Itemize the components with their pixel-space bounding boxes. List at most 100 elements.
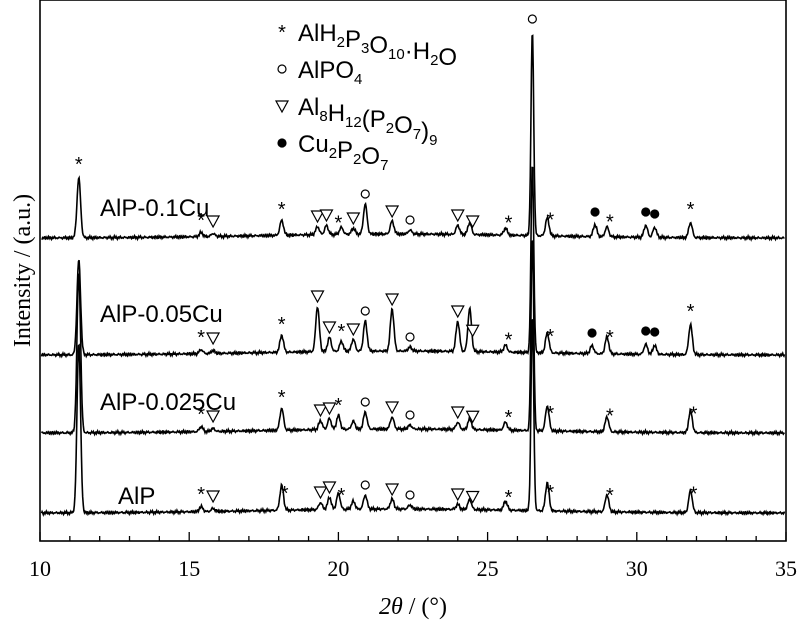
series-label: AlP-0.025Cu — [100, 389, 236, 416]
triangle-marker — [450, 406, 465, 420]
trace-alp — [40, 319, 786, 517]
asterisk-marker: * — [546, 326, 554, 348]
asterisk-marker: * — [606, 405, 614, 427]
asterisk-marker: * — [546, 482, 554, 504]
triangle-marker — [206, 332, 221, 346]
triangle-marker — [206, 490, 221, 504]
asterisk-marker: * — [546, 403, 554, 425]
triangle-marker — [322, 402, 337, 416]
asterisk-marker: * — [606, 485, 614, 507]
asterisk-marker: * — [687, 301, 695, 323]
filled-circle-marker — [590, 207, 600, 217]
asterisk-marker: * — [197, 404, 205, 426]
asterisk-marker: * — [278, 199, 286, 221]
triangle-marker — [465, 490, 480, 504]
legend-symbol-filled-circle — [277, 138, 287, 148]
triangle-marker — [206, 215, 221, 229]
plot-frame — [39, 0, 787, 542]
asterisk-marker: * — [335, 212, 343, 234]
asterisk-marker: * — [281, 483, 289, 505]
filled-circle-marker — [587, 328, 597, 338]
open-circle-marker — [360, 306, 370, 316]
series-traces — [40, 34, 786, 517]
asterisk-marker: * — [278, 314, 286, 336]
phase-markers: * * * * * * * * * * * * * * * * * * * * * * * * * * * * * — [75, 14, 698, 509]
legend-label: AlPO4 — [298, 57, 362, 88]
series-label: AlP-0.05Cu — [100, 301, 223, 328]
x-tick-label: 35 — [775, 556, 797, 581]
asterisk-marker: * — [337, 485, 345, 507]
triangle-marker — [465, 324, 480, 338]
asterisk-marker: * — [337, 321, 345, 343]
triangle-marker — [310, 290, 325, 304]
filled-circle-marker — [641, 207, 651, 217]
asterisk-marker: * — [505, 487, 513, 509]
triangle-marker — [465, 410, 480, 424]
triangle-marker — [206, 410, 221, 424]
asterisk-marker: * — [606, 212, 614, 234]
triangle-marker — [450, 488, 465, 502]
asterisk-marker: * — [75, 154, 83, 176]
asterisk-marker: * — [505, 212, 513, 234]
legend-label: AlH2P3O10·H2O — [298, 20, 457, 71]
asterisk-marker: * — [690, 404, 698, 426]
filled-circle-marker — [641, 326, 651, 336]
triangle-marker — [385, 483, 400, 497]
asterisk-marker: * — [505, 407, 513, 429]
x-tick-label: 20 — [327, 556, 349, 581]
open-circle-marker — [527, 14, 537, 24]
asterisk-marker: * — [197, 327, 205, 349]
triangle-marker — [450, 209, 465, 223]
triangle-marker — [385, 401, 400, 415]
triangle-marker — [322, 321, 337, 335]
x-tick-label: 15 — [178, 556, 200, 581]
trace-alp-0-1cu — [41, 34, 785, 242]
filled-circle-marker — [650, 209, 660, 219]
trace-alp-0-05cu — [40, 166, 786, 359]
legend-symbol-asterisk: * — [278, 22, 286, 44]
trace-alp-0-025cu — [40, 240, 786, 437]
triangle-marker — [346, 212, 361, 226]
triangle-marker — [385, 205, 400, 219]
series-label: AlP — [118, 483, 155, 510]
triangle-marker — [319, 209, 334, 223]
asterisk-marker: * — [546, 210, 554, 232]
filled-circle-marker — [650, 327, 660, 337]
asterisk-marker: * — [690, 484, 698, 506]
triangle-marker — [310, 210, 325, 224]
series-labels: AlP-0.1Cu AlP-0.05Cu AlP-0.025Cu AlP — [100, 195, 236, 510]
triangle-marker — [385, 293, 400, 307]
open-circle-marker — [405, 332, 415, 342]
legend-label: Al8H12(P2O7)9 — [298, 94, 437, 149]
open-circle-marker — [405, 410, 415, 420]
axes: 10 15 20 25 30 35 2θ / (°) Intensity / (a.u.) — [10, 0, 797, 620]
y-axis-title: Intensity / (a.u.) — [10, 194, 36, 347]
series-label: AlP-0.1Cu — [100, 195, 209, 222]
asterisk-marker: * — [606, 327, 614, 349]
asterisk-marker: * — [278, 387, 286, 409]
triangle-marker — [450, 305, 465, 319]
legend-label: Cu2P2O7 — [298, 131, 388, 174]
legend-symbol-open-circle — [277, 64, 287, 74]
x-tick-label: 30 — [626, 556, 648, 581]
open-circle-marker — [405, 215, 415, 225]
asterisk-marker: * — [505, 329, 513, 351]
triangle-marker — [322, 481, 337, 495]
triangle-marker — [313, 404, 328, 418]
asterisk-marker: * — [687, 199, 695, 221]
triangle-marker — [313, 486, 328, 500]
open-circle-marker — [360, 189, 370, 199]
asterisk-marker: * — [197, 210, 205, 232]
open-circle-marker — [360, 480, 370, 490]
open-circle-marker — [360, 397, 370, 407]
open-circle-marker — [405, 490, 415, 500]
x-tick-label: 10 — [29, 556, 51, 581]
asterisk-marker: * — [335, 395, 343, 417]
x-tick-label: 25 — [477, 556, 499, 581]
legend-symbol-open-triangle-down — [274, 100, 290, 114]
asterisk-marker: * — [197, 484, 205, 506]
triangle-marker — [465, 215, 480, 229]
triangle-marker — [346, 323, 361, 337]
